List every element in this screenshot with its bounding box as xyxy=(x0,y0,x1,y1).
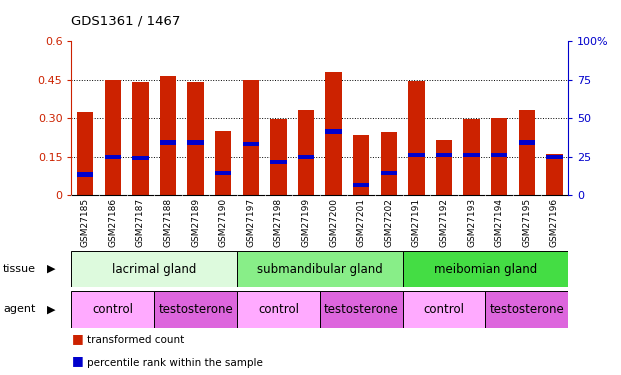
Bar xyxy=(436,153,452,158)
Text: ■: ■ xyxy=(71,354,83,368)
Text: GSM27185: GSM27185 xyxy=(81,198,89,247)
Bar xyxy=(215,131,232,195)
Bar xyxy=(77,112,94,195)
Text: transformed count: transformed count xyxy=(87,335,184,345)
Text: GSM27202: GSM27202 xyxy=(384,198,393,247)
Bar xyxy=(77,172,94,177)
Bar xyxy=(436,140,452,195)
Bar xyxy=(132,82,148,195)
Text: tissue: tissue xyxy=(3,264,36,274)
Text: control: control xyxy=(424,303,465,316)
Bar xyxy=(519,110,535,195)
Text: GSM27201: GSM27201 xyxy=(356,198,366,247)
Text: testosterone: testosterone xyxy=(324,303,399,316)
Bar xyxy=(188,140,204,144)
Text: GSM27189: GSM27189 xyxy=(191,198,200,247)
Bar xyxy=(546,155,563,159)
Bar xyxy=(463,153,480,158)
Bar xyxy=(104,80,121,195)
Text: ▶: ▶ xyxy=(47,264,56,274)
Text: submandibular gland: submandibular gland xyxy=(257,262,383,276)
Bar xyxy=(160,140,176,144)
Text: GSM27195: GSM27195 xyxy=(522,198,532,247)
Bar xyxy=(270,160,287,164)
Bar xyxy=(237,291,320,328)
Text: lacrimal gland: lacrimal gland xyxy=(112,262,196,276)
Bar xyxy=(325,129,342,134)
Text: control: control xyxy=(93,303,134,316)
Bar xyxy=(320,291,402,328)
Bar xyxy=(353,183,369,187)
Bar xyxy=(486,291,568,328)
Bar xyxy=(408,81,425,195)
Bar xyxy=(402,251,568,287)
Bar xyxy=(353,135,369,195)
Text: GSM27192: GSM27192 xyxy=(440,198,448,247)
Text: GSM27186: GSM27186 xyxy=(108,198,117,247)
Bar xyxy=(325,72,342,195)
Bar xyxy=(408,153,425,158)
Bar xyxy=(215,171,232,175)
Bar xyxy=(160,76,176,195)
Text: ■: ■ xyxy=(71,332,83,345)
Bar xyxy=(132,156,148,160)
Text: testosterone: testosterone xyxy=(489,303,564,316)
Text: testosterone: testosterone xyxy=(158,303,233,316)
Bar xyxy=(71,251,237,287)
Text: GSM27200: GSM27200 xyxy=(329,198,338,247)
Bar xyxy=(519,140,535,144)
Text: GSM27196: GSM27196 xyxy=(550,198,559,247)
Text: GSM27193: GSM27193 xyxy=(467,198,476,247)
Bar xyxy=(188,82,204,195)
Text: percentile rank within the sample: percentile rank within the sample xyxy=(87,357,263,368)
Bar xyxy=(297,110,314,195)
Text: GSM27198: GSM27198 xyxy=(274,198,283,247)
Bar xyxy=(491,153,507,158)
Bar xyxy=(243,142,259,146)
Text: GSM27187: GSM27187 xyxy=(136,198,145,247)
Bar xyxy=(270,119,287,195)
Bar xyxy=(402,291,486,328)
Text: GSM27188: GSM27188 xyxy=(163,198,173,247)
Bar xyxy=(297,155,314,159)
Bar xyxy=(463,119,480,195)
Text: agent: agent xyxy=(3,304,35,314)
Text: meibomian gland: meibomian gland xyxy=(434,262,537,276)
Bar xyxy=(154,291,237,328)
Bar xyxy=(546,154,563,195)
Bar xyxy=(491,118,507,195)
Text: GSM27194: GSM27194 xyxy=(495,198,504,247)
Bar xyxy=(381,132,397,195)
Text: GSM27190: GSM27190 xyxy=(219,198,228,247)
Bar xyxy=(243,80,259,195)
Text: control: control xyxy=(258,303,299,316)
Text: GSM27199: GSM27199 xyxy=(302,198,310,247)
Bar xyxy=(381,171,397,175)
Text: GDS1361 / 1467: GDS1361 / 1467 xyxy=(71,15,181,28)
Bar xyxy=(237,251,402,287)
Bar xyxy=(104,155,121,159)
Text: ▶: ▶ xyxy=(47,304,56,314)
Text: GSM27191: GSM27191 xyxy=(412,198,421,247)
Bar xyxy=(71,291,154,328)
Text: GSM27197: GSM27197 xyxy=(247,198,255,247)
